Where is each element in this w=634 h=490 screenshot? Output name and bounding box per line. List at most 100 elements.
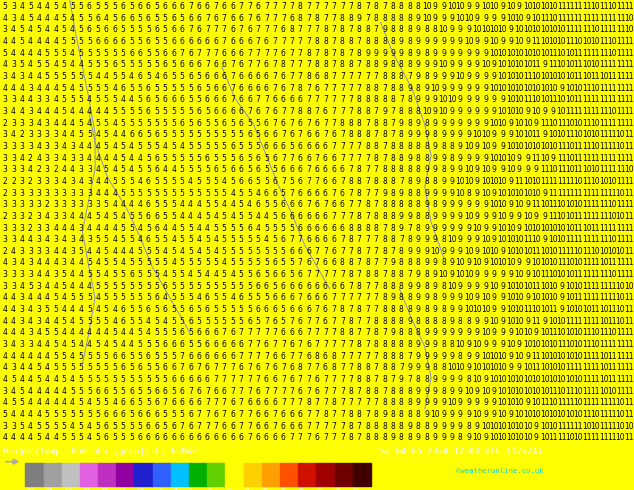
Text: 5: 5 <box>120 223 126 233</box>
Text: 8: 8 <box>399 352 404 361</box>
Text: 11: 11 <box>590 96 600 104</box>
Text: 7: 7 <box>323 433 328 442</box>
Text: 10: 10 <box>590 130 600 139</box>
Text: 4: 4 <box>61 165 67 174</box>
Bar <box>98 463 116 487</box>
Text: 9: 9 <box>542 235 547 244</box>
Text: 6: 6 <box>222 60 227 70</box>
Text: 5: 5 <box>256 130 261 139</box>
Text: 5: 5 <box>138 352 143 361</box>
Text: 10: 10 <box>548 282 558 291</box>
Text: 10: 10 <box>506 305 515 314</box>
Text: 7: 7 <box>348 305 353 314</box>
Text: 7: 7 <box>222 398 227 407</box>
Text: 6: 6 <box>323 154 328 163</box>
Bar <box>171 463 189 487</box>
Text: 6: 6 <box>289 200 294 209</box>
Text: 3: 3 <box>28 328 33 338</box>
Text: 11: 11 <box>607 25 617 34</box>
Text: 10: 10 <box>607 2 617 11</box>
Text: 8: 8 <box>373 328 378 338</box>
Text: 11: 11 <box>540 398 550 407</box>
Text: 3: 3 <box>53 270 58 279</box>
Text: 9: 9 <box>441 294 446 302</box>
Text: 4: 4 <box>79 282 84 291</box>
Text: 8: 8 <box>373 142 378 151</box>
Text: 8: 8 <box>340 25 345 34</box>
Text: 5: 5 <box>188 154 193 163</box>
Text: 5: 5 <box>104 305 108 314</box>
Text: 7: 7 <box>348 96 353 104</box>
Text: 7: 7 <box>365 177 370 186</box>
Text: 11: 11 <box>574 421 583 431</box>
Text: 11: 11 <box>616 84 625 93</box>
Text: 8: 8 <box>424 154 429 163</box>
Text: 7: 7 <box>365 189 370 197</box>
Text: 6: 6 <box>230 398 235 407</box>
Text: 10: 10 <box>506 49 515 58</box>
Text: 4: 4 <box>20 96 24 104</box>
Text: 5: 5 <box>70 364 75 372</box>
Text: 10: 10 <box>599 247 609 256</box>
Text: 6: 6 <box>332 177 336 186</box>
Text: 7: 7 <box>230 96 235 104</box>
Text: 11: 11 <box>574 25 583 34</box>
Text: 5: 5 <box>222 235 227 244</box>
Text: 3: 3 <box>45 189 49 197</box>
Text: 6: 6 <box>247 317 252 326</box>
Text: 10: 10 <box>582 37 592 46</box>
Text: 11: 11 <box>574 189 583 197</box>
Text: 6: 6 <box>197 387 202 395</box>
Text: 5: 5 <box>256 235 261 244</box>
Text: 10: 10 <box>464 387 474 395</box>
Text: 6: 6 <box>222 387 227 395</box>
Text: 5: 5 <box>95 364 100 372</box>
Text: 8: 8 <box>382 200 387 209</box>
Text: 5: 5 <box>104 247 108 256</box>
Text: 5: 5 <box>146 270 151 279</box>
Text: 5: 5 <box>171 410 176 419</box>
Text: 7: 7 <box>238 2 243 11</box>
Text: 10: 10 <box>506 235 515 244</box>
Text: 11: 11 <box>565 387 574 395</box>
Text: 10: 10 <box>548 223 558 233</box>
Text: 11: 11 <box>548 96 558 104</box>
Text: 10: 10 <box>498 235 507 244</box>
Text: 5: 5 <box>197 259 202 268</box>
Text: 10: 10 <box>455 270 465 279</box>
Text: 5: 5 <box>61 49 67 58</box>
Text: 7: 7 <box>357 235 361 244</box>
Text: 7: 7 <box>332 410 336 419</box>
Text: 5: 5 <box>155 375 159 384</box>
Text: 5: 5 <box>129 84 134 93</box>
Text: 5: 5 <box>146 49 151 58</box>
Text: 10: 10 <box>523 223 533 233</box>
Text: 11: 11 <box>599 37 609 46</box>
Text: 10: 10 <box>506 2 515 11</box>
Text: 6: 6 <box>155 212 159 221</box>
Text: 3: 3 <box>11 142 16 151</box>
Text: 10: 10 <box>472 259 482 268</box>
Text: 4: 4 <box>3 352 8 361</box>
Text: 10: 10 <box>515 235 524 244</box>
Text: 5: 5 <box>230 154 235 163</box>
Text: 5: 5 <box>197 177 202 186</box>
Text: 5: 5 <box>155 14 159 23</box>
Text: 10: 10 <box>548 14 558 23</box>
Text: 4: 4 <box>104 14 108 23</box>
Text: 6: 6 <box>197 84 202 93</box>
Text: 3: 3 <box>3 270 8 279</box>
Text: 10: 10 <box>607 200 617 209</box>
Text: 9: 9 <box>441 177 446 186</box>
Text: 11: 11 <box>624 119 633 128</box>
Text: 5: 5 <box>163 25 167 34</box>
Text: 5: 5 <box>138 421 143 431</box>
Text: 10: 10 <box>565 212 575 221</box>
Text: 6: 6 <box>188 433 193 442</box>
Text: 10: 10 <box>574 340 583 349</box>
Text: 4: 4 <box>188 212 193 221</box>
Text: 5: 5 <box>129 2 134 11</box>
Text: 9: 9 <box>399 37 404 46</box>
Text: 4: 4 <box>28 317 33 326</box>
Text: 4: 4 <box>53 14 58 23</box>
